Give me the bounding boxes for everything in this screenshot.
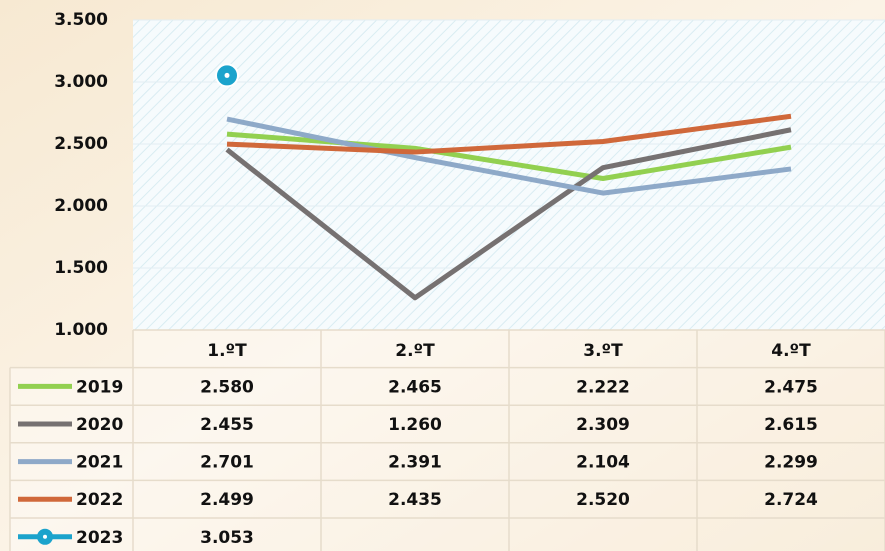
y-tick-label: 3.000 bbox=[54, 72, 108, 92]
x-tick-label: 4.ºT bbox=[771, 341, 811, 361]
legend-label: 2020 bbox=[76, 415, 123, 435]
legend-label: 2021 bbox=[76, 453, 123, 473]
series-line bbox=[226, 131, 792, 181]
series-line bbox=[226, 113, 792, 155]
y-tick-label: 2.500 bbox=[54, 134, 108, 154]
series-line bbox=[225, 127, 792, 301]
y-tick-label: 2.000 bbox=[54, 196, 108, 216]
data-label: 2.615 bbox=[764, 415, 818, 435]
data-label: 2.309 bbox=[576, 415, 630, 435]
data-label: 2.222 bbox=[576, 377, 630, 397]
data-label: 1.260 bbox=[388, 415, 442, 435]
x-tick-label: 1.ºT bbox=[207, 341, 247, 361]
data-label: 2.499 bbox=[200, 490, 254, 510]
data-label: 2.455 bbox=[200, 415, 254, 435]
data-label: 3.053 bbox=[200, 528, 254, 548]
data-label: 2.724 bbox=[764, 490, 818, 510]
y-tick-label: 1.500 bbox=[54, 258, 108, 278]
legend-marker-dot bbox=[43, 534, 47, 539]
y-tick-label: 3.500 bbox=[54, 10, 108, 30]
data-label: 2.701 bbox=[200, 453, 254, 473]
legend-label: 2022 bbox=[76, 490, 123, 510]
data-label: 2.475 bbox=[764, 377, 818, 397]
series-line bbox=[226, 116, 792, 196]
y-tick-label: 1.000 bbox=[54, 320, 108, 340]
legend-label: 2019 bbox=[76, 377, 123, 397]
data-label: 2.435 bbox=[388, 490, 442, 510]
data-label: 2.520 bbox=[576, 490, 630, 510]
x-tick-label: 3.ºT bbox=[583, 341, 623, 361]
x-tick-label: 2.ºT bbox=[395, 341, 435, 361]
data-label: 2.391 bbox=[388, 453, 442, 473]
data-label: 2.104 bbox=[576, 453, 630, 473]
data-label: 2.465 bbox=[388, 377, 442, 397]
legend-label: 2023 bbox=[76, 528, 123, 548]
data-label: 2.580 bbox=[200, 377, 254, 397]
point-marker-dot bbox=[224, 72, 230, 78]
data-label: 2.299 bbox=[764, 453, 818, 473]
